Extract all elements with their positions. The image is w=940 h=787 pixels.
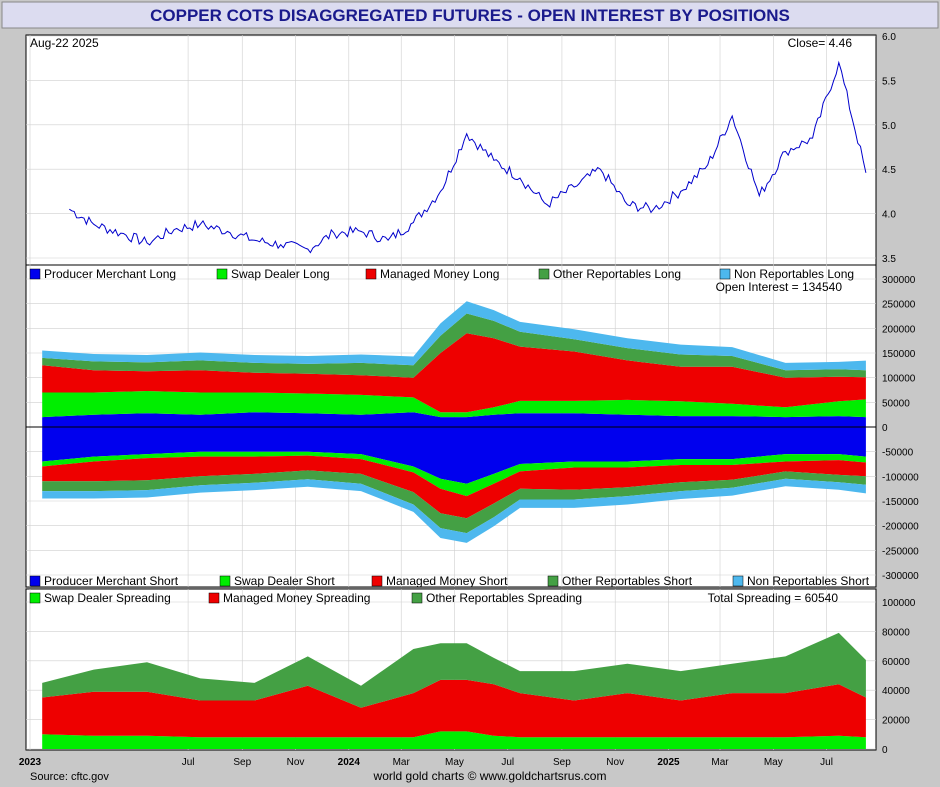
legend-label: Managed Money Spreading bbox=[223, 591, 370, 605]
price-y-tick-label: 5.5 bbox=[882, 76, 896, 87]
positions-y-tick-label: 0 bbox=[882, 423, 888, 434]
positions-y-tick-label: -100000 bbox=[882, 472, 919, 483]
x-tick-label: May bbox=[764, 757, 783, 768]
short-area bbox=[42, 455, 866, 519]
legend-swatch bbox=[732, 575, 744, 587]
positions-y-tick-label: -250000 bbox=[882, 546, 919, 557]
x-tick-label: Nov bbox=[606, 757, 624, 768]
legend-swatch bbox=[208, 592, 220, 604]
total-spreading-label: Total Spreading = 60540 bbox=[708, 591, 839, 605]
price-line bbox=[69, 60, 867, 254]
legends: Producer Merchant Long Swap Dealer Long Ma… bbox=[29, 267, 870, 605]
legend-swatch bbox=[219, 575, 231, 587]
spreading-area bbox=[42, 731, 866, 749]
legend-swatch bbox=[365, 268, 377, 280]
date-label: Aug-22 2025 bbox=[30, 36, 99, 50]
legend-label: Swap Dealer Spreading bbox=[44, 591, 171, 605]
legend-swatch bbox=[371, 575, 383, 587]
legend-label: Managed Money Long bbox=[380, 267, 499, 281]
legend-swatch bbox=[29, 592, 41, 604]
legend-label: Swap Dealer Long bbox=[231, 267, 330, 281]
positions-y-tick-label: -150000 bbox=[882, 497, 919, 508]
long-area bbox=[42, 333, 866, 413]
legend-label: Other Reportables Long bbox=[553, 267, 681, 281]
legend-swatch bbox=[411, 592, 423, 604]
x-tick-label: Jul bbox=[501, 757, 514, 768]
x-tick-label: Sep bbox=[553, 757, 571, 768]
x-tick-label: 2024 bbox=[338, 757, 361, 768]
short-area bbox=[42, 427, 866, 484]
legend-label: Producer Merchant Short bbox=[44, 574, 179, 588]
positions-y-tick-label: -300000 bbox=[882, 571, 919, 582]
x-tick-label: Sep bbox=[233, 757, 251, 768]
legend-swatch bbox=[719, 268, 731, 280]
price-y-tick-label: 6.0 bbox=[882, 32, 896, 43]
legend-label: Producer Merchant Long bbox=[44, 267, 176, 281]
positions-y-tick-label: 300000 bbox=[882, 275, 916, 286]
x-tick-label: Jul bbox=[820, 757, 833, 768]
long-area bbox=[42, 301, 866, 371]
legend-label: Swap Dealer Short bbox=[234, 574, 335, 588]
spreading-y-tick-label: 60000 bbox=[882, 657, 910, 668]
long-area bbox=[42, 313, 866, 378]
spreading-y-tick-label: 0 bbox=[882, 745, 888, 756]
spreading-y-tick-label: 80000 bbox=[882, 627, 910, 638]
open-interest-label: Open Interest = 134540 bbox=[716, 280, 843, 294]
legend-swatch bbox=[29, 268, 41, 280]
x-tick-label: Mar bbox=[393, 757, 411, 768]
x-tick-label: 2023 bbox=[19, 757, 42, 768]
spreading-y-tick-label: 100000 bbox=[882, 598, 916, 609]
legend-swatch bbox=[547, 575, 559, 587]
price-panel bbox=[25, 34, 877, 266]
source-label: Source: cftc.gov bbox=[30, 771, 109, 783]
price-series bbox=[69, 60, 867, 254]
axes: 2023 Jul Sep Nov 2024 Mar May Jul Sep Nov 2025 Mar M… bbox=[19, 32, 919, 768]
close-label: Close= 4.46 bbox=[788, 36, 853, 50]
spreading-y-tick-label: 40000 bbox=[882, 686, 910, 697]
legend-label: Non Reportables Short bbox=[747, 574, 870, 588]
title-bar bbox=[1, 1, 939, 29]
x-tick-label: May bbox=[445, 757, 464, 768]
legend-label: Other Reportables Spreading bbox=[426, 591, 582, 605]
long-area bbox=[42, 391, 866, 418]
price-y-tick-label: 5.0 bbox=[882, 121, 896, 132]
legend-label: Other Reportables Short bbox=[562, 574, 693, 588]
chart-title: COPPER COTS DISAGGREGATED FUTURES - OPEN… bbox=[150, 6, 790, 25]
spreading-area bbox=[42, 679, 866, 738]
spreading-y-tick-label: 20000 bbox=[882, 716, 910, 727]
price-y-tick-label: 4.5 bbox=[882, 165, 896, 176]
legend-label: Managed Money Short bbox=[386, 574, 508, 588]
x-tick-label: 2025 bbox=[657, 757, 680, 768]
positions-y-tick-label: 250000 bbox=[882, 300, 916, 311]
footer-label: world gold charts © www.goldchartsrus.co… bbox=[373, 769, 607, 783]
positions-y-tick-label: 200000 bbox=[882, 324, 916, 335]
area-series bbox=[42, 301, 866, 749]
long-area bbox=[42, 412, 866, 427]
short-area bbox=[42, 470, 866, 534]
x-tick-label: Nov bbox=[287, 757, 305, 768]
legend-swatch bbox=[29, 575, 41, 587]
x-tick-label: Jul bbox=[182, 757, 195, 768]
legend-swatch bbox=[538, 268, 550, 280]
price-y-tick-label: 3.5 bbox=[882, 254, 896, 265]
short-area bbox=[42, 478, 866, 543]
spreading-area bbox=[42, 632, 866, 708]
positions-y-tick-label: 100000 bbox=[882, 374, 916, 385]
short-area bbox=[42, 451, 866, 497]
positions-y-tick-label: 150000 bbox=[882, 349, 916, 360]
legend-swatch bbox=[216, 268, 228, 280]
positions-y-tick-label: -50000 bbox=[882, 448, 914, 459]
positions-y-tick-label: 50000 bbox=[882, 398, 910, 409]
legend-label: Non Reportables Long bbox=[734, 267, 854, 281]
x-tick-label: Mar bbox=[711, 757, 729, 768]
price-y-tick-label: 4.0 bbox=[882, 210, 896, 221]
positions-y-tick-label: -200000 bbox=[882, 522, 919, 533]
